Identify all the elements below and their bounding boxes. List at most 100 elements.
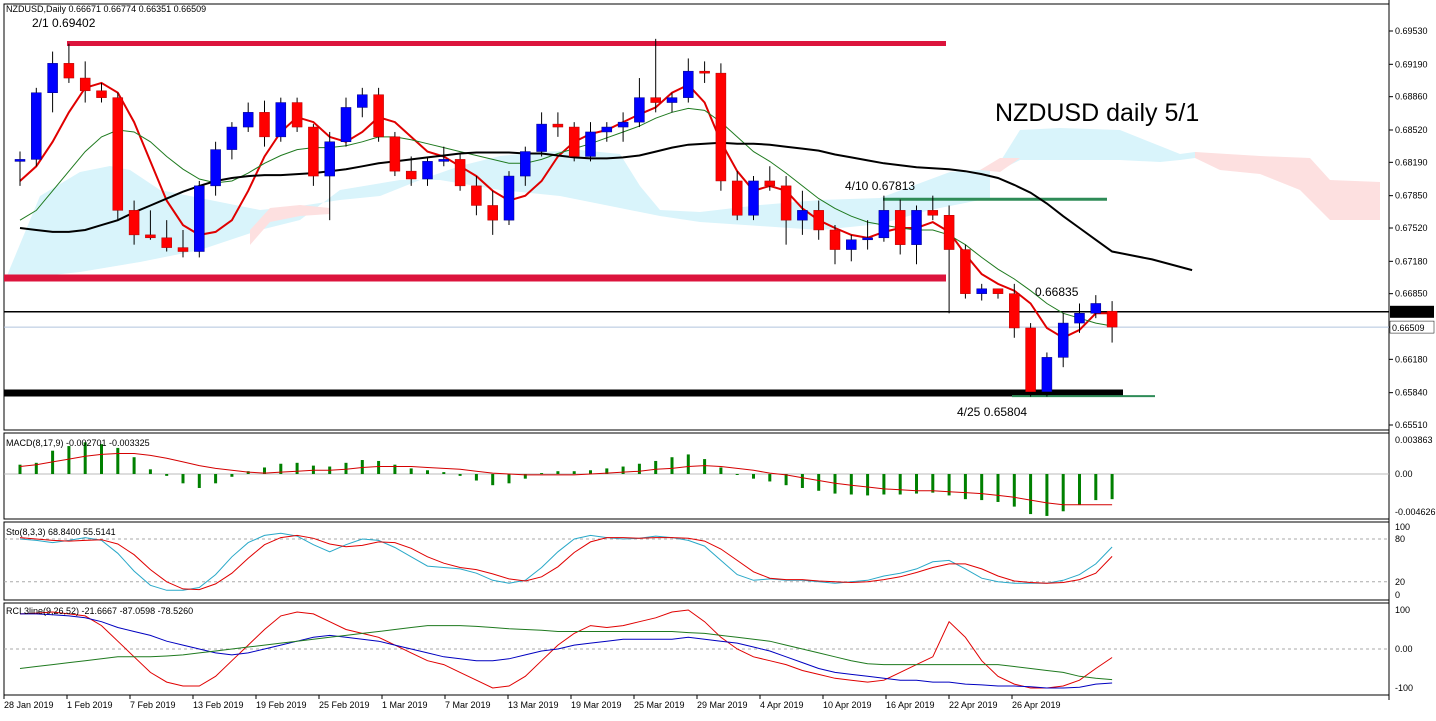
price-tick-label: 0.68860 [1395,92,1428,102]
date-tick-label: 28 Jan 2019 [4,700,54,710]
macd-bar [230,474,234,477]
stoch-axis-label: 80 [1395,534,1405,544]
candle-bearish [699,70,710,74]
date-tick-label: 7 Mar 2019 [445,700,491,710]
candle-bearish [373,94,384,138]
candle-bearish [960,249,971,294]
candle-bearish [96,90,107,98]
stoch-label: Sto(8,3,3) 68.8400 55.5141 [6,527,116,537]
candle-bullish [275,102,287,138]
macd-bar [1061,474,1065,512]
price-tick-label: 0.69190 [1395,59,1428,69]
stoch-axis-label: 0 [1395,590,1400,600]
macd-bar [34,462,38,474]
candle-bullish [862,237,873,241]
candle-bullish [748,180,759,216]
candle-bullish [422,161,433,180]
macd-bar [181,474,185,484]
price-tick-label: 0.69530 [1395,26,1428,36]
candle-bearish [715,72,727,182]
price-tick-label: 0.65840 [1395,388,1428,398]
macd-label: MACD(8,17,9) -0.002701 -0.003325 [6,438,150,448]
date-tick-label: 1 Feb 2019 [67,700,113,710]
candle-bullish [1057,322,1069,358]
stoch-axis-label: 100 [1395,522,1410,532]
candle-bearish [552,123,564,128]
candle-bearish [161,237,172,248]
price-tick-label: 0.67850 [1395,191,1428,201]
rci-label: RCI 3line(9,26,52) -21.6667 -87.0598 -78… [6,606,193,616]
macd-bar [752,474,755,479]
macd-bar [589,470,592,474]
cloud-bearish-early [250,205,330,245]
macd-bar [556,471,560,474]
stochastic-panel [4,532,1389,591]
candle-bearish [471,185,482,206]
macd-bar [947,474,951,496]
macd-axis-label: 0.003863 [1395,435,1433,445]
candle-bullish [536,123,547,152]
rci-line-1 [19,609,1113,689]
macd-bar [295,462,299,474]
macd-bar [83,442,87,474]
date-axis: 28 Jan 2019 1 Feb 2019 7 Feb 2019 13 Feb 20… [3,695,1061,710]
macd-bar [1029,474,1033,515]
macd-bar [735,474,739,475]
macd-bar [523,474,527,479]
candle-bullish [520,151,531,177]
panel-frame [3,432,1390,520]
macd-bar [605,468,609,474]
macd-bar [800,474,804,488]
candle-bearish [112,97,124,211]
price-tick-label: 0.66180 [1395,354,1428,364]
macd-bar [18,464,22,474]
candle-bearish [63,63,75,79]
candle-bearish [259,112,270,138]
macd-bar [409,468,413,474]
mid-annotation: 4/10 0.67813 [845,179,915,193]
candle-bearish [829,229,841,250]
macd-bar [637,463,641,474]
candle-bullish [1090,303,1102,314]
indicator-axes: 0.003863 0.00 -0.004626 100 80 20 0 100 0.00 -100 [1395,435,1436,693]
candle-bullish [634,97,645,123]
rci-line-3 [19,625,1113,681]
macd-bar [426,470,429,474]
macd-bar [279,463,283,474]
candle-bullish [47,63,58,93]
candle-bearish [145,234,156,239]
rci-axis-label: -100 [1395,683,1413,693]
macd-bar [784,474,788,486]
rci-axis-label: 0.00 [1395,644,1413,654]
cloud-bearish-future [1195,152,1380,220]
candle-bearish [568,126,580,157]
date-tick-label: 13 Mar 2019 [508,700,559,710]
macd-bar [980,474,984,501]
low-annotation: 4/25 0.65804 [957,405,1027,419]
macd-bar [132,457,136,474]
stoch-k-line [19,532,1113,591]
macd-bar [67,446,71,474]
candle-bearish [1025,327,1036,392]
candle-bullish [617,121,629,128]
macd-bar [915,474,918,494]
macd-bar [148,469,152,474]
price-tick-label: 0.67180 [1395,256,1428,266]
candle-bearish [128,210,140,236]
date-tick-label: 26 Apr 2019 [1012,700,1061,710]
candle-bullish [324,141,335,177]
current-price-tag-text: 0.66509 [1392,323,1425,333]
rci-axis-label: 100 [1395,605,1410,615]
macd-bar [996,474,1000,502]
macd-axis-label: -0.004626 [1395,507,1436,517]
macd-bar [686,454,690,474]
candle-bullish [31,92,42,160]
price-tick-label: 0.67520 [1395,223,1428,233]
candle-bearish [291,102,303,128]
candle-bullish [601,126,613,133]
horizontal-levels [4,41,1389,398]
candle-bullish [878,210,890,239]
candle-bearish [454,159,466,187]
candle-bearish [813,210,824,231]
